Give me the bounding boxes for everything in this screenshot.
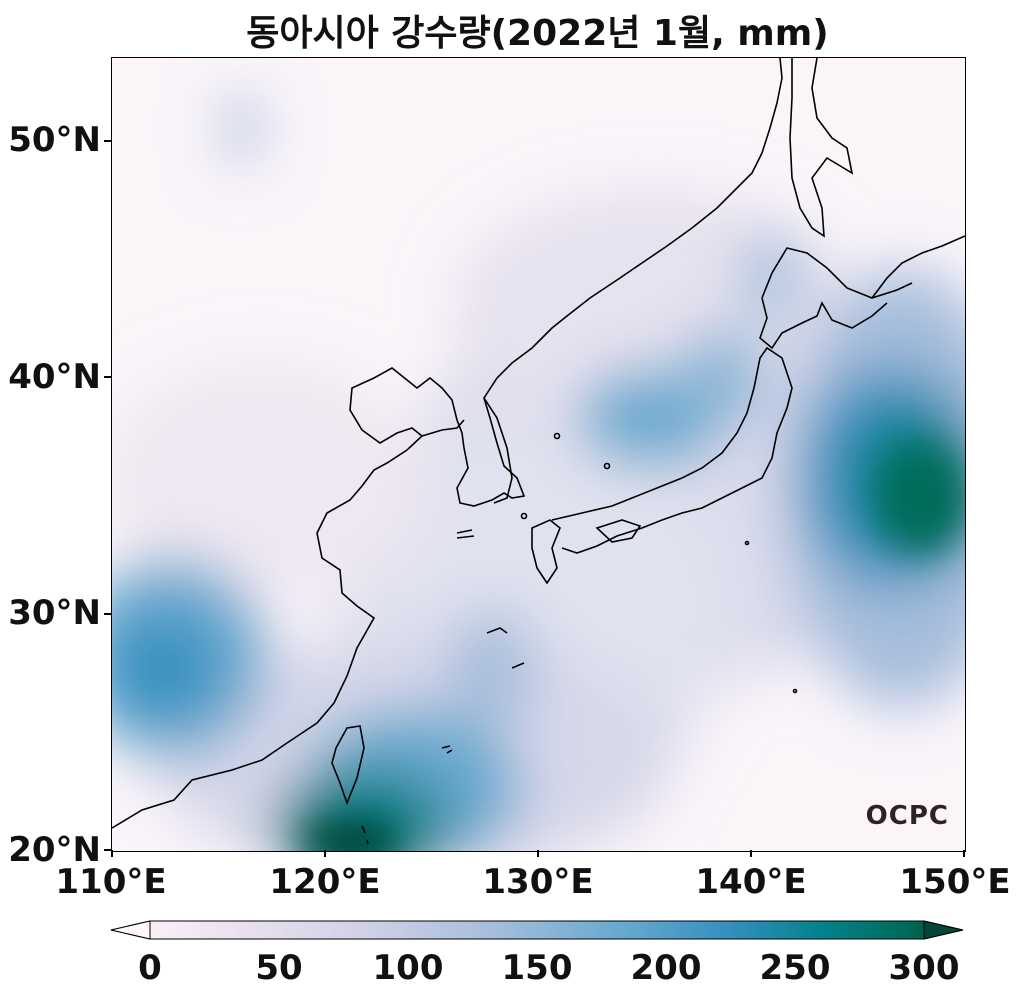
ocpc-logo: OCPC [865,801,949,831]
lon-label-110: 110°E [55,862,167,902]
lat-tick [104,613,111,615]
map-canvas [112,58,965,851]
precip-field [112,88,965,851]
lat-tick [104,849,111,851]
colorbar-label-150: 150 [501,948,573,988]
lon-tick [963,850,965,857]
lon-tick [537,850,539,857]
lon-label-120: 120°E [269,862,381,902]
colorbar-label-200: 200 [630,948,702,988]
lat-tick [104,376,111,378]
lon-label-150: 150°E [899,862,1011,902]
lat-label-50: 50°N [8,120,101,160]
map-title: 동아시아 강수량(2022년 1월, mm) [246,13,829,54]
colorbar-bar [110,920,964,940]
colorbar-label-0: 0 [138,948,162,988]
lon-tick [324,850,326,857]
lat-label-30: 30°N [8,593,101,633]
lat-label-40: 40°N [8,357,101,397]
colorbar-label-50: 50 [255,948,303,988]
precipitation-map: OCPC [111,57,966,852]
precip-peaks [302,443,965,851]
colorbar-label-250: 250 [759,948,831,988]
coastlines [112,58,965,845]
colorbar-label-100: 100 [372,948,444,988]
lon-tick [750,850,752,857]
colorbar [110,920,964,940]
lat-label-20: 20°N [8,830,101,870]
lon-tick [111,850,113,857]
colorbar-extend-max [923,920,964,940]
lat-tick [104,140,111,142]
lon-label-140: 140°E [695,862,807,902]
colorbar-label-300: 300 [888,948,960,988]
colorbar-extend-min [110,920,151,940]
lon-label-130: 130°E [482,862,594,902]
